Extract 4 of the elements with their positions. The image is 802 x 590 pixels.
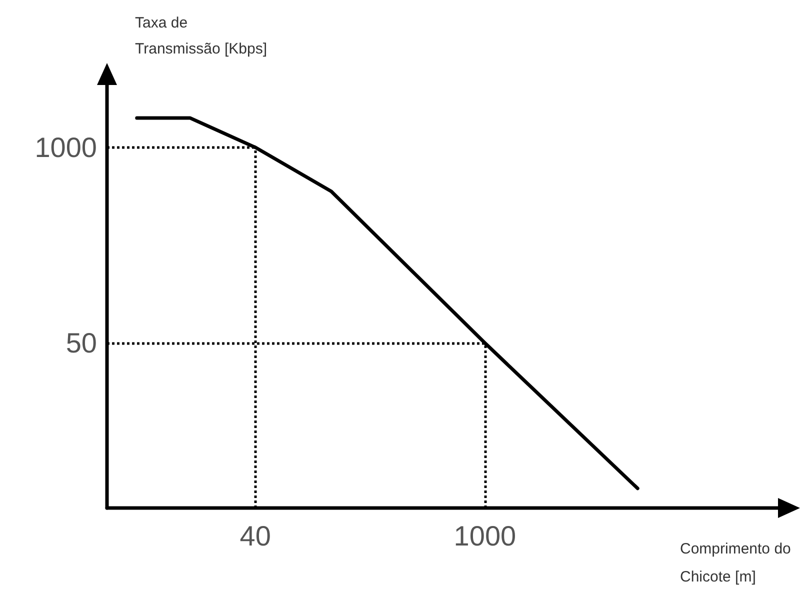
y-tick-label: 50 xyxy=(66,328,97,359)
x-axis-title: Comprimento do Chicote [m] xyxy=(680,540,796,586)
x-tick-label: 40 xyxy=(240,520,271,552)
y-axis-title: Taxa de Transmissão [Kbps] xyxy=(135,14,267,58)
